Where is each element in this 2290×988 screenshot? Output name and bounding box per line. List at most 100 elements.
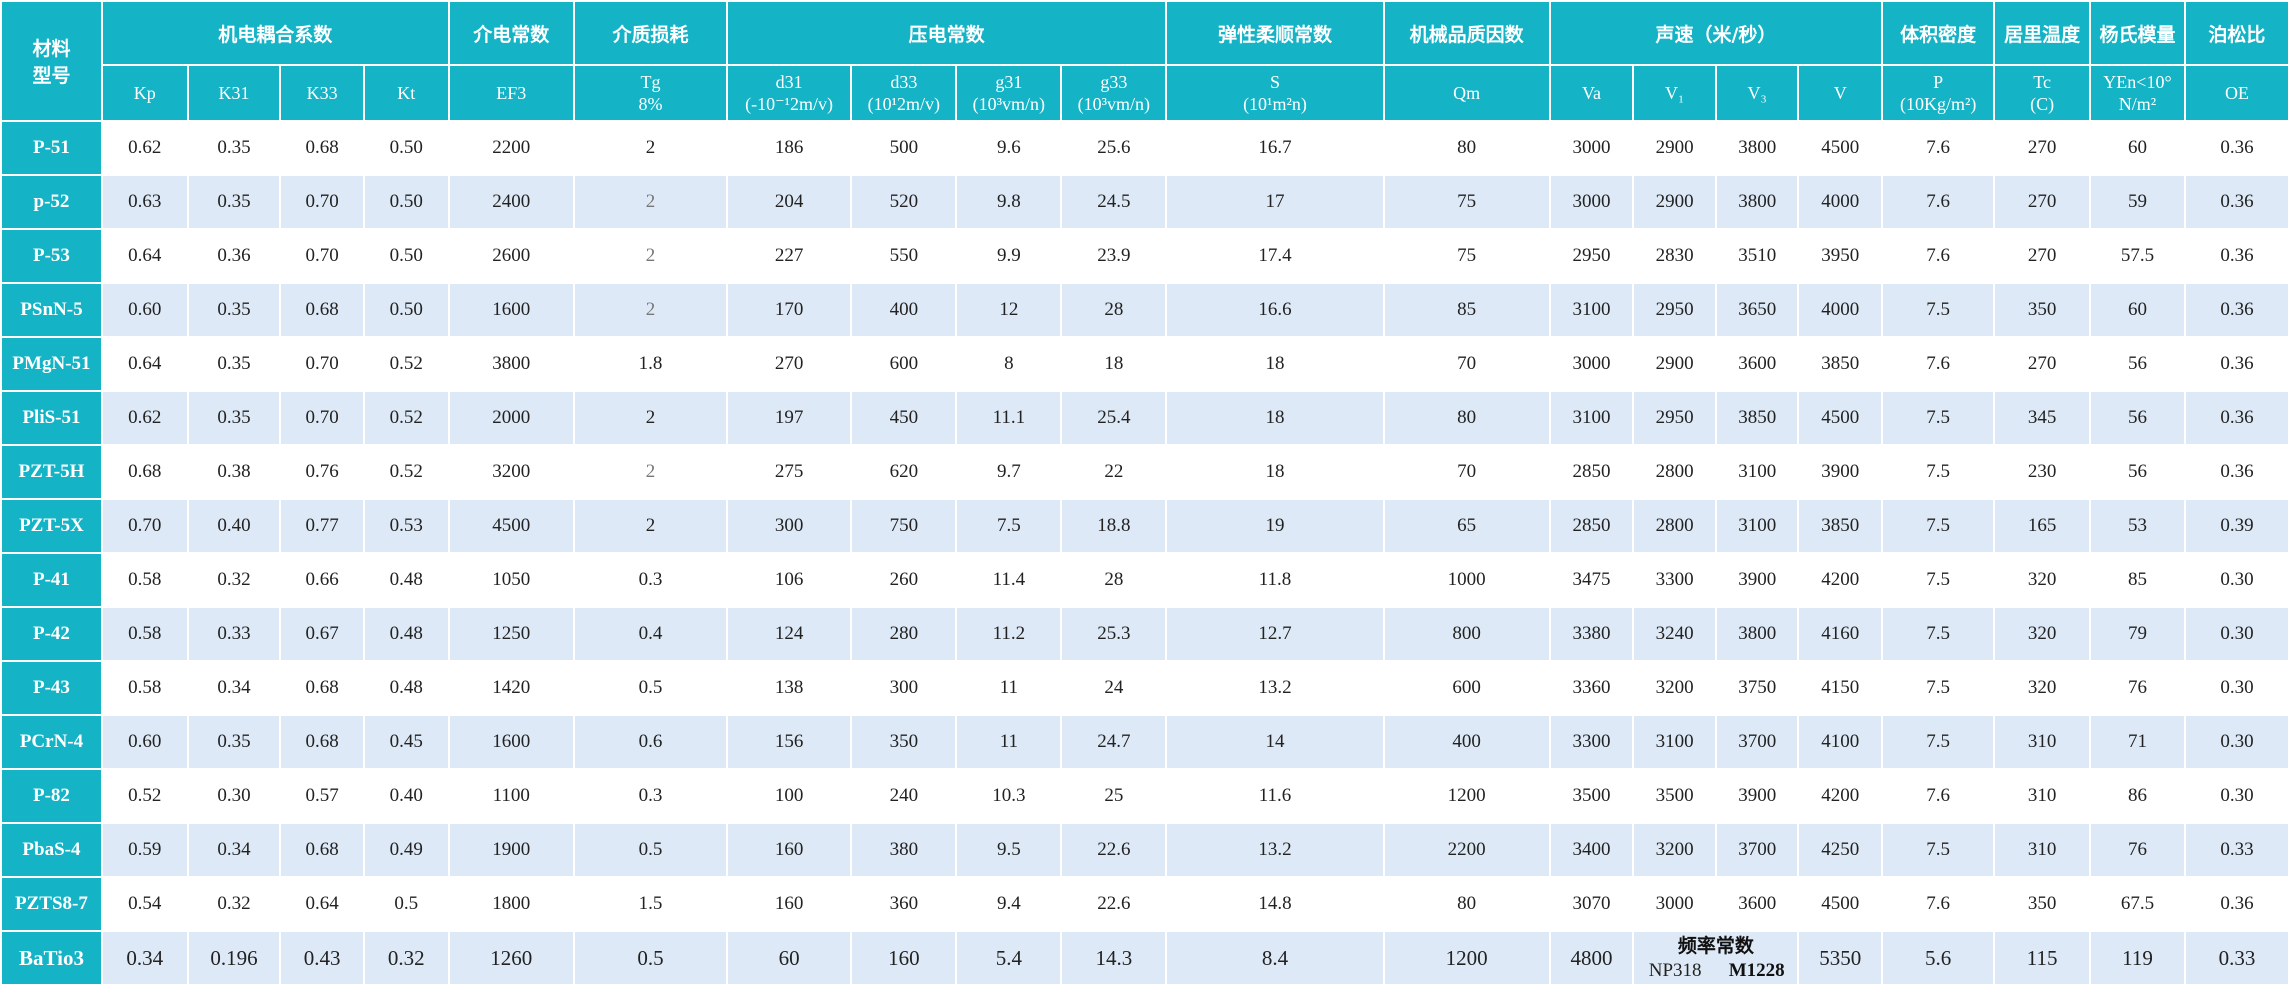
- cell-s: 11.8: [1165, 552, 1385, 608]
- cell-yen: 56: [2089, 444, 2186, 500]
- cell-v: 4500: [1797, 390, 1884, 446]
- cell-d31: 160: [725, 876, 853, 932]
- cell-g33: 24.7: [1060, 714, 1168, 770]
- cell-kp: 0.59: [100, 822, 189, 878]
- cell-k31: 0.196: [186, 930, 282, 986]
- cell-kp: 0.52: [100, 768, 189, 824]
- cell-yen: 67.5: [2089, 876, 2186, 932]
- table-row: p-52 0.63 0.35 0.70 0.50 2400 2 204 520 9.8 24.5 17…: [0, 174, 2290, 230]
- row-material-name: P-43: [0, 660, 103, 716]
- cell-v1: 2800: [1632, 444, 1717, 500]
- subheader-kt: Kt: [362, 64, 450, 122]
- cell-s: 14: [1165, 714, 1385, 770]
- cell-tc: 270: [1993, 228, 2092, 284]
- table-row: PCrN-4 0.60 0.35 0.68 0.45 1600 0.6 156 350 11 24.…: [0, 714, 2290, 770]
- cell-kt: 0.52: [362, 390, 450, 446]
- cell-k31: 0.36: [186, 228, 282, 284]
- cell-va: 3500: [1548, 768, 1635, 824]
- cell-g33: 25.6: [1060, 120, 1168, 176]
- cell-d33: 520: [850, 174, 958, 230]
- subheader-qm: Qm: [1382, 64, 1551, 122]
- cell-qm: 1200: [1382, 768, 1551, 824]
- cell-g31: 10.3: [955, 768, 1063, 824]
- cell-s: 18: [1165, 336, 1385, 392]
- cell-k33: 0.66: [279, 552, 365, 608]
- subheader-va: Va: [1548, 64, 1635, 122]
- cell-yen: 76: [2089, 660, 2186, 716]
- cell-g31: 9.5: [955, 822, 1063, 878]
- header-row-sub: Kp K31 K33 Kt EF3 Tg 8% d31 (-10⁻¹2m/v) d3…: [1, 64, 2290, 122]
- table-row: P-51 0.62 0.35 0.68 0.50 2200 2 186 500 9.6 25.6 16…: [0, 120, 2290, 176]
- cell-kp: 0.64: [100, 336, 189, 392]
- cell-s: 13.2: [1165, 660, 1385, 716]
- cell-oe: 0.36: [2183, 228, 2290, 284]
- cell-s: 17: [1165, 174, 1385, 230]
- cell-g31: 11.2: [955, 606, 1063, 662]
- cell-g33: 14.3: [1060, 930, 1168, 986]
- cell-k31: 0.33: [186, 606, 282, 662]
- cell-p: 7.5: [1881, 552, 1996, 608]
- row-material-name: PZT-5H: [0, 444, 103, 500]
- cell-d33: 550: [850, 228, 958, 284]
- cell-v1: 3100: [1632, 714, 1717, 770]
- cell-d31: 197: [725, 390, 853, 446]
- cell-tg: 2: [573, 228, 728, 284]
- cell-k31: 0.32: [186, 876, 282, 932]
- cell-tg: 2: [573, 390, 728, 446]
- cell-kp: 0.64: [100, 228, 189, 284]
- cell-g31: 9.6: [955, 120, 1063, 176]
- cell-ef3: 3800: [447, 336, 576, 392]
- cell-d31: 227: [725, 228, 853, 284]
- row-material-name: PZT-5X: [0, 498, 103, 554]
- cell-kt: 0.40: [362, 768, 450, 824]
- cell-kt: 0.48: [362, 606, 450, 662]
- cell-v1: 3300: [1632, 552, 1717, 608]
- cell-v1: 2900: [1632, 120, 1717, 176]
- row-material-name: P-41: [0, 552, 103, 608]
- cell-v1: 2950: [1632, 282, 1717, 338]
- cell-g31: 9.9: [955, 228, 1063, 284]
- cell-tg: 1.5: [573, 876, 728, 932]
- frequency-constant-title: 频率常数: [1677, 935, 1754, 957]
- cell-tc: 350: [1993, 282, 2092, 338]
- cell-v: 4000: [1797, 174, 1884, 230]
- cell-kp: 0.58: [100, 660, 189, 716]
- cell-oe: 0.39: [2183, 498, 2290, 554]
- cell-p: 7.6: [1881, 120, 1996, 176]
- cell-oe: 0.30: [2183, 552, 2290, 608]
- header-young: 杨氏模量: [2089, 0, 2186, 66]
- row-material-name: P-82: [0, 768, 103, 824]
- header-material-label: 材料 型号: [32, 38, 71, 87]
- cell-k33: 0.77: [279, 498, 365, 554]
- cell-kp: 0.68: [100, 444, 189, 500]
- subheader-ef3: EF3: [447, 64, 576, 122]
- cell-yen: 71: [2089, 714, 2186, 770]
- cell-d33: 600: [850, 336, 958, 392]
- cell-tc: 310: [1993, 822, 2092, 878]
- cell-g33: 18: [1060, 336, 1168, 392]
- cell-oe: 0.36: [2183, 444, 2290, 500]
- cell-tg: 0.6: [573, 714, 728, 770]
- subheader-d33: d33 (10¹2m/v): [850, 64, 958, 122]
- cell-va: 3475: [1548, 552, 1635, 608]
- cell-kt: 0.52: [362, 336, 450, 392]
- cell-d31: 170: [725, 282, 853, 338]
- row-material-name: PMgN-51: [0, 336, 103, 392]
- cell-yen: 79: [2089, 606, 2186, 662]
- frequency-constant-cell: 频率常数 NP318 M1228: [1632, 930, 1800, 986]
- cell-p: 7.5: [1881, 660, 1996, 716]
- cell-oe: 0.36: [2183, 120, 2290, 176]
- cell-d33: 260: [850, 552, 958, 608]
- cell-tg: 0.3: [573, 552, 728, 608]
- cell-d33: 400: [850, 282, 958, 338]
- cell-oe: 0.30: [2183, 660, 2290, 716]
- subheader-yen: YEn<10° N/m²: [2089, 64, 2186, 122]
- cell-g33: 25.4: [1060, 390, 1168, 446]
- cell-v: 4160: [1797, 606, 1884, 662]
- cell-d31: 100: [725, 768, 853, 824]
- table-row: PZT-5H 0.68 0.38 0.76 0.52 3200 2 275 620 9.7 22 18…: [0, 444, 2290, 500]
- cell-k31: 0.35: [186, 390, 282, 446]
- cell-kt: 0.52: [362, 444, 450, 500]
- frequency-m-value: M1228: [1728, 960, 1785, 981]
- cell-g31: 5.4: [955, 930, 1063, 986]
